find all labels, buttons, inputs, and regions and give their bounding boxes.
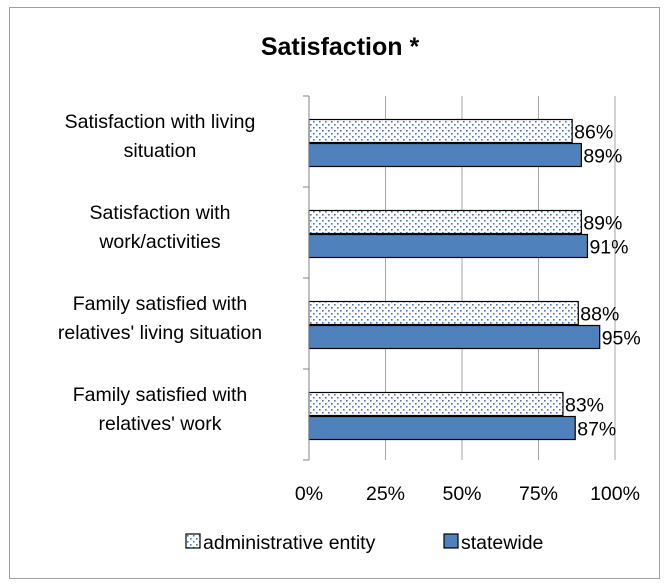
data-label-administrative-entity-3: 83% [565, 395, 604, 417]
legend-swatch-statewide [443, 533, 459, 549]
category-label-2: Family satisfied with relatives' living s… [58, 293, 262, 344]
x-tick-label: 0% [295, 483, 323, 505]
bar-administrative-entity-0 [308, 118, 573, 144]
legend-label-statewide: statewide [461, 532, 543, 554]
bar-administrative-entity-3 [308, 391, 564, 417]
data-label-statewide-0: 89% [583, 146, 622, 168]
bar-statewide-3 [308, 415, 576, 441]
data-label-administrative-entity-2: 88% [580, 304, 619, 326]
bar-statewide-2 [308, 324, 601, 350]
data-label-statewide-2: 95% [602, 328, 641, 350]
data-label-administrative-entity-0: 86% [574, 122, 613, 144]
x-tick-label: 100% [590, 483, 640, 505]
category-label-1: Satisfaction with work/activities [90, 202, 231, 253]
data-label-statewide-3: 87% [577, 419, 616, 441]
chart-frame [9, 7, 660, 579]
bar-statewide-1 [308, 233, 589, 259]
data-label-administrative-entity-1: 89% [583, 213, 622, 235]
data-label-statewide-1: 91% [589, 237, 628, 259]
category-label-0: Satisfaction with living situation [65, 111, 256, 162]
bar-administrative-entity-1 [308, 209, 582, 235]
x-tick-label: 75% [519, 483, 558, 505]
x-tick-label: 50% [442, 483, 481, 505]
legend-swatch-administrative-entity [185, 533, 201, 549]
bar-statewide-0 [308, 142, 582, 168]
x-tick-label: 25% [366, 483, 405, 505]
bar-administrative-entity-2 [308, 300, 579, 326]
chart-title: Satisfaction * [261, 33, 420, 61]
category-label-3: Family satisfied with relatives' work [73, 384, 247, 435]
legend-label-administrative-entity: administrative entity [203, 532, 376, 554]
